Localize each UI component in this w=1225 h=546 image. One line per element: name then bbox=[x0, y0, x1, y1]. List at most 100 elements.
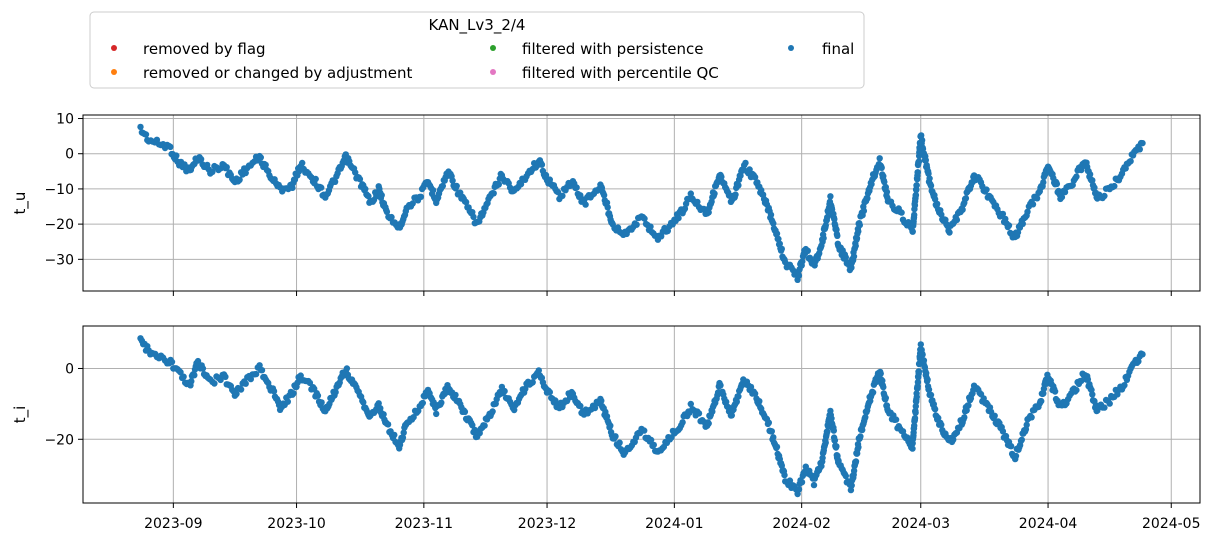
data-point bbox=[824, 214, 831, 221]
data-point bbox=[687, 400, 694, 408]
data-point bbox=[1139, 351, 1146, 358]
data-point bbox=[439, 182, 446, 190]
legend-label: removed by flag bbox=[143, 40, 266, 58]
data-point bbox=[360, 399, 367, 406]
data-point bbox=[927, 391, 935, 399]
data-point bbox=[429, 187, 437, 194]
data-point bbox=[922, 156, 929, 164]
data-point bbox=[258, 367, 266, 374]
data-point bbox=[1101, 404, 1108, 411]
data-point bbox=[695, 410, 703, 417]
data-point bbox=[489, 408, 496, 415]
legend-entry: final bbox=[788, 40, 854, 58]
legend-marker bbox=[490, 45, 496, 51]
data-point bbox=[1005, 222, 1013, 229]
data-point bbox=[742, 159, 749, 167]
series-final bbox=[137, 123, 1146, 283]
data-point bbox=[318, 184, 325, 191]
data-point bbox=[853, 235, 861, 242]
data-point bbox=[522, 385, 529, 393]
data-point bbox=[751, 390, 759, 397]
data-point bbox=[775, 235, 782, 243]
data-point bbox=[831, 437, 839, 444]
data-point bbox=[883, 188, 891, 196]
data-point bbox=[242, 169, 249, 177]
data-point bbox=[211, 380, 218, 387]
data-point bbox=[137, 123, 144, 131]
data-point bbox=[331, 178, 339, 185]
data-point bbox=[591, 404, 599, 412]
data-point bbox=[959, 206, 966, 213]
data-point bbox=[822, 439, 829, 446]
data-point bbox=[167, 143, 174, 151]
data-point bbox=[616, 439, 623, 446]
data-point bbox=[747, 383, 755, 391]
data-point bbox=[675, 214, 682, 222]
data-point bbox=[538, 161, 546, 168]
data-point bbox=[461, 408, 469, 415]
legend-marker bbox=[788, 45, 794, 51]
data-point bbox=[827, 193, 834, 200]
data-point bbox=[1033, 195, 1041, 202]
y-tick-label: 0 bbox=[65, 147, 74, 163]
data-point bbox=[765, 419, 772, 426]
data-point bbox=[452, 391, 459, 399]
data-point bbox=[770, 220, 777, 227]
data-point bbox=[1028, 414, 1035, 421]
data-point bbox=[880, 383, 887, 391]
legend-label: removed or changed by adjustment bbox=[143, 64, 412, 82]
data-point bbox=[781, 471, 788, 479]
data-point bbox=[598, 397, 605, 404]
data-point bbox=[612, 433, 619, 440]
data-point bbox=[399, 434, 407, 441]
data-point bbox=[1073, 386, 1080, 394]
data-point bbox=[892, 416, 900, 423]
data-point bbox=[1038, 397, 1045, 405]
data-point bbox=[270, 388, 278, 395]
data-point bbox=[917, 341, 924, 348]
data-point bbox=[927, 182, 935, 189]
data-point bbox=[733, 398, 740, 405]
data-point bbox=[470, 213, 477, 221]
data-point bbox=[1040, 390, 1047, 397]
data-point bbox=[1106, 400, 1113, 407]
data-point bbox=[318, 399, 325, 406]
data-point bbox=[983, 186, 990, 193]
data-point bbox=[833, 443, 840, 450]
data-point bbox=[658, 233, 665, 240]
data-point bbox=[388, 213, 395, 221]
data-point bbox=[912, 409, 919, 416]
data-point bbox=[767, 211, 775, 218]
x-tick-label: 2024-03 bbox=[892, 516, 951, 532]
data-point bbox=[679, 419, 686, 426]
data-point bbox=[142, 131, 150, 138]
data-point bbox=[694, 198, 701, 206]
data-point bbox=[495, 181, 502, 188]
data-point bbox=[438, 399, 445, 406]
data-point bbox=[831, 215, 838, 223]
data-point bbox=[199, 365, 207, 372]
data-point bbox=[935, 414, 942, 422]
data-point bbox=[343, 365, 351, 372]
data-point bbox=[375, 400, 382, 407]
data-point bbox=[1121, 382, 1128, 389]
data-point bbox=[1058, 193, 1066, 201]
y-axis-label: t_u bbox=[11, 192, 30, 215]
data-point bbox=[1051, 388, 1059, 395]
data-point bbox=[751, 174, 759, 181]
data-point bbox=[449, 177, 456, 184]
y-tick-label: −20 bbox=[44, 217, 74, 233]
data-point bbox=[603, 199, 611, 206]
data-point bbox=[810, 481, 818, 489]
data-point bbox=[641, 427, 648, 434]
y-tick-label: 0 bbox=[65, 361, 74, 377]
data-point bbox=[378, 191, 385, 199]
data-point bbox=[911, 422, 918, 429]
data-point bbox=[1023, 421, 1030, 429]
data-point bbox=[913, 393, 920, 401]
data-point bbox=[1014, 229, 1022, 236]
data-point bbox=[314, 392, 322, 399]
data-point bbox=[850, 467, 858, 474]
data-point bbox=[410, 414, 417, 421]
data-point bbox=[799, 258, 806, 265]
